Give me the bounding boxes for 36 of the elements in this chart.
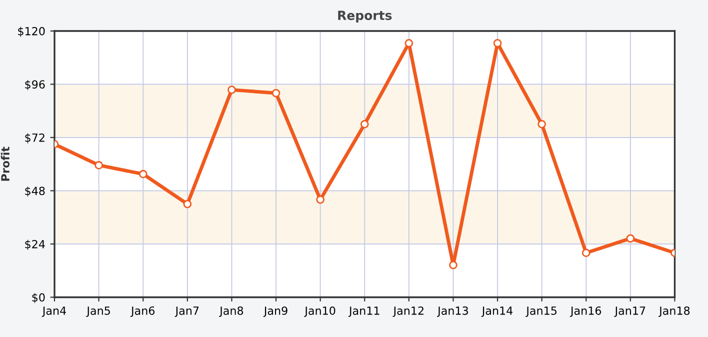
x-tick-label: Jan12 [392, 306, 424, 317]
y-tick-label: $96 [25, 80, 45, 90]
x-tick-label: Jan5 [86, 306, 110, 317]
point [493, 39, 502, 48]
point [94, 161, 103, 170]
x-tick-label: Jan6 [130, 306, 155, 317]
point [538, 120, 546, 128]
y-tick-label: $0 [32, 293, 45, 304]
point [272, 88, 280, 98]
x-tick-label: Jan15 [526, 306, 556, 317]
x-tick-label: Jan14 [481, 306, 513, 317]
x-tick-label: Jan13 [437, 306, 468, 317]
point [404, 39, 414, 48]
x-tick-label: Jan7 [174, 306, 199, 317]
chart-title: Reports [338, 10, 392, 22]
x-tick-label: Jan11 [348, 306, 380, 317]
y-axis-title: Profit [0, 146, 10, 181]
x-tick-label: Jan8 [219, 306, 244, 317]
point [228, 86, 236, 94]
point [626, 234, 635, 243]
x-tick-label: Jan4 [42, 306, 66, 317]
x-tick-label: Jan9 [263, 306, 288, 317]
point [138, 170, 148, 178]
y-tick-label: $120 [18, 26, 45, 37]
x-tick-label: Jan17 [614, 306, 646, 317]
point [449, 260, 458, 270]
point [582, 248, 590, 258]
y-tick-label: $48 [25, 186, 45, 197]
y-tick-label: $72 [25, 133, 44, 144]
point [360, 120, 369, 128]
x-tick-label: Jan10 [304, 306, 336, 317]
y-tick-label: $24 [25, 240, 45, 250]
x-tick-label: Jan16 [570, 306, 602, 317]
point [316, 195, 324, 204]
point [183, 200, 192, 208]
x-tick-label: Jan18 [658, 306, 690, 317]
